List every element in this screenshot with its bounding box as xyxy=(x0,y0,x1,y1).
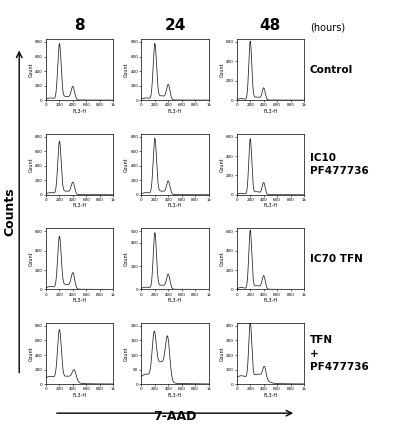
X-axis label: FL3-H: FL3-H xyxy=(72,393,87,398)
Text: 7-AAD: 7-AAD xyxy=(153,410,197,423)
X-axis label: FL3-H: FL3-H xyxy=(168,108,182,114)
X-axis label: FL3-H: FL3-H xyxy=(168,204,182,208)
Y-axis label: Count: Count xyxy=(28,157,34,171)
Text: (hours): (hours) xyxy=(310,23,345,33)
Text: TFN
+
PF477736: TFN + PF477736 xyxy=(310,335,369,372)
X-axis label: FL3-H: FL3-H xyxy=(263,108,278,114)
X-axis label: FL3-H: FL3-H xyxy=(72,108,87,114)
Y-axis label: Count: Count xyxy=(219,252,224,266)
X-axis label: FL3-H: FL3-H xyxy=(168,393,182,398)
Y-axis label: Count: Count xyxy=(219,157,224,171)
Y-axis label: Count: Count xyxy=(124,157,129,171)
Y-axis label: Count: Count xyxy=(124,62,129,77)
Y-axis label: Count: Count xyxy=(28,346,34,361)
Text: IC70 TFN: IC70 TFN xyxy=(310,254,363,264)
Y-axis label: Count: Count xyxy=(124,252,129,266)
X-axis label: FL3-H: FL3-H xyxy=(263,298,278,303)
Text: 24: 24 xyxy=(164,17,186,33)
Text: 8: 8 xyxy=(74,17,85,33)
Text: IC10
PF477736: IC10 PF477736 xyxy=(310,153,369,176)
Y-axis label: Count: Count xyxy=(28,62,34,77)
Y-axis label: Count: Count xyxy=(124,346,129,361)
Text: 48: 48 xyxy=(260,17,281,33)
X-axis label: FL3-H: FL3-H xyxy=(263,204,278,208)
Y-axis label: Count: Count xyxy=(219,62,224,77)
Y-axis label: Count: Count xyxy=(219,346,224,361)
X-axis label: FL3-H: FL3-H xyxy=(168,298,182,303)
X-axis label: FL3-H: FL3-H xyxy=(263,393,278,398)
X-axis label: FL3-H: FL3-H xyxy=(72,204,87,208)
Y-axis label: Count: Count xyxy=(28,252,34,266)
Text: Control: Control xyxy=(310,65,353,75)
X-axis label: FL3-H: FL3-H xyxy=(72,298,87,303)
Text: Counts: Counts xyxy=(4,187,16,236)
